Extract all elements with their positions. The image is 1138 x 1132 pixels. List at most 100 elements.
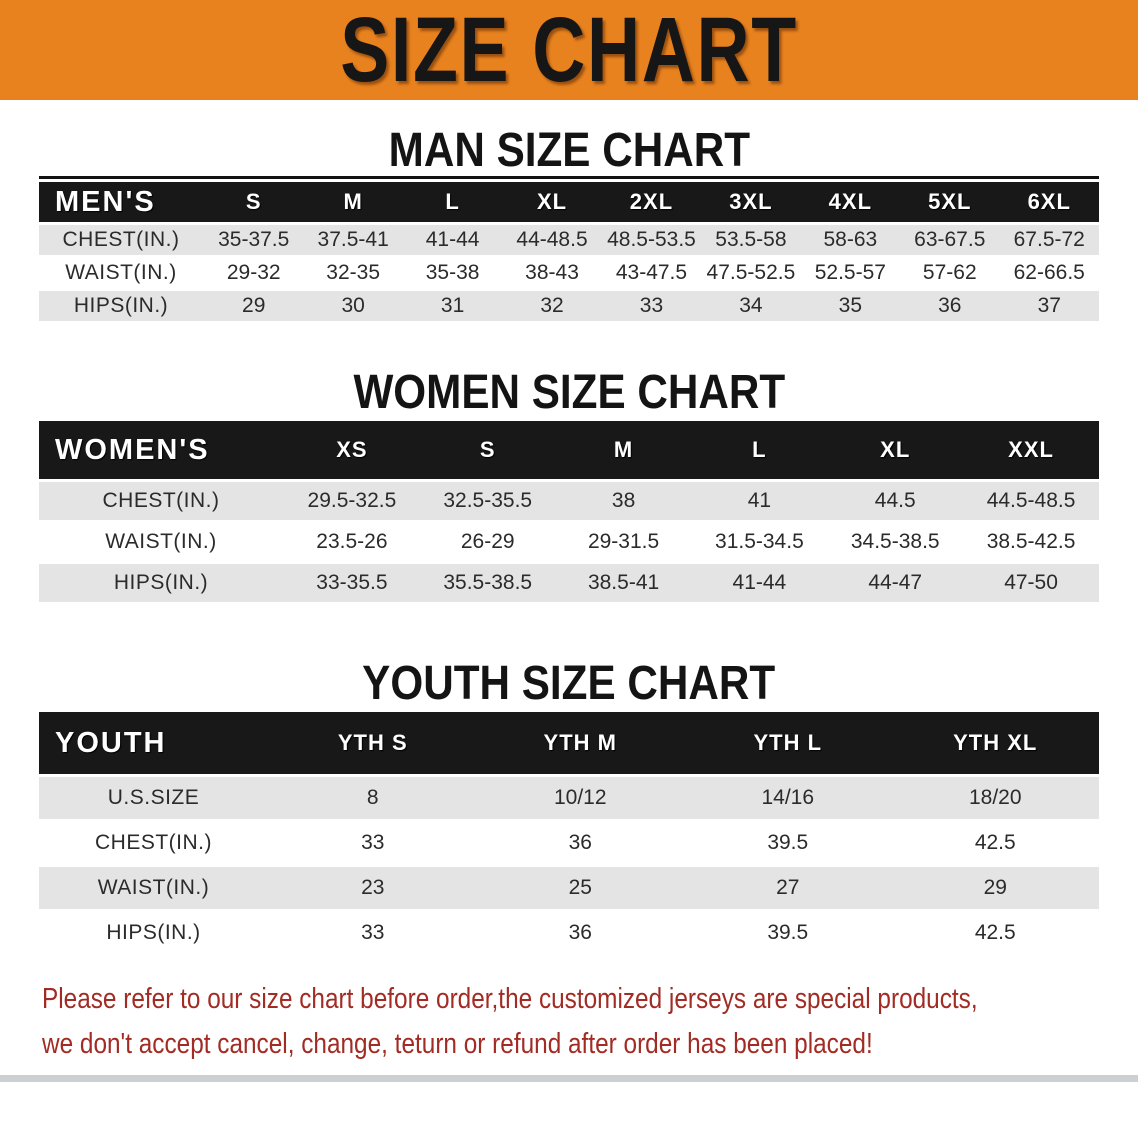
size-value: 47.5-52.5	[706, 261, 796, 284]
size-table-row: HIPS(IN.) 29 30 31 32 33 34 35 36 37	[39, 291, 1099, 321]
size-value: 41-44	[425, 228, 480, 251]
size-value: 32-35	[326, 261, 381, 284]
size-value: 23.5-26	[316, 530, 388, 553]
size-value: 35-38	[425, 261, 480, 284]
size-table-row: CHEST(IN.) 29.5-32.5 32.5-35.5 38 41 44.5 44.5…	[39, 482, 1099, 520]
size-table-row: U.S.SIZE 8 10/12 14/16 18/20	[39, 777, 1099, 819]
size-value: 36	[938, 294, 962, 317]
measurement-label: HIPS(IN.)	[113, 571, 209, 594]
size-value: 67.5-72	[1013, 228, 1085, 251]
size-value: 34	[739, 294, 763, 317]
size-value: 38	[611, 489, 636, 512]
size-value: 35-37.5	[218, 228, 290, 251]
size-column-header: XS	[284, 421, 420, 479]
size-value: 29.5-32.5	[307, 489, 397, 512]
table-group-label: WOMEN'S	[39, 421, 284, 479]
women-section-title: WOMEN SIZE CHART	[0, 368, 1138, 418]
size-value: 32.5-35.5	[443, 489, 533, 512]
size-value: 35	[838, 294, 863, 317]
size-column-header: S	[419, 421, 556, 479]
measurement-label: WAIST(IN.)	[65, 261, 177, 284]
size-table-row: WAIST(IN.) 23.5-26 26-29 29-31.5 31.5-34.5 34…	[39, 523, 1099, 561]
size-value: 53.5-58	[715, 228, 787, 251]
size-column-header: 6XL	[999, 182, 1099, 222]
size-value: 35.5-38.5	[443, 571, 533, 594]
youth-size-section: YOUTH SIZE CHART YOUTH YTH S YTH M YTH L YTH…	[0, 605, 1138, 957]
size-value: 10/12	[553, 786, 607, 809]
size-table-row: WAIST(IN.) 29-32 32-35 35-38 38-43 43-47.5 47.…	[39, 258, 1099, 288]
size-value: 44-48.5	[516, 228, 588, 251]
size-column-header: L	[402, 182, 503, 222]
size-column-header: M	[555, 421, 692, 479]
table-group-label: YOUTH	[39, 712, 269, 774]
size-value: 47-50	[1004, 571, 1058, 594]
size-value: 23	[361, 876, 385, 899]
size-value: 29-32	[226, 261, 281, 284]
size-column-header: 4XL	[800, 182, 901, 222]
women-size-section: WOMEN SIZE CHART WOMEN'S XS S M L XL XXL CHEST(…	[0, 324, 1138, 605]
size-table-row: HIPS(IN.) 33-35.5 35.5-38.5 38.5-41 41-44 44-…	[39, 564, 1099, 602]
size-value: 31	[440, 294, 465, 317]
measurement-label: U.S.SIZE	[107, 786, 200, 809]
size-value: 57-62	[922, 261, 977, 284]
size-value: 32	[540, 294, 564, 317]
measurement-label: CHEST(IN.)	[95, 831, 212, 854]
size-value: 29	[983, 876, 1007, 899]
size-column-header: XXL	[963, 421, 1099, 479]
size-value: 8	[366, 786, 379, 809]
size-value: 52.5-57	[814, 261, 886, 284]
men-size-section: MAN SIZE CHART MEN'S S M L XL 2XL 3XL 4XL 5XL 6XL…	[0, 100, 1138, 324]
youth-section-title-text: YOUTH SIZE CHART	[362, 657, 776, 710]
size-column-header: 2XL	[601, 182, 702, 222]
size-value: 29	[242, 294, 266, 317]
size-column-header: YTH S	[269, 712, 477, 774]
size-value: 63-67.5	[914, 228, 986, 251]
size-value: 38-43	[525, 261, 579, 284]
measurement-label: CHEST(IN.)	[62, 228, 180, 251]
women-size-table: WOMEN'S XS S M L XL XXL CHEST(IN.) 29.5-32.5 32.5…	[39, 418, 1099, 605]
size-value: 36	[568, 921, 592, 944]
bottom-edge-divider	[0, 1075, 1138, 1082]
footer-note: Please refer to our size chart before or…	[0, 977, 1138, 1067]
size-value: 37.5-41	[317, 228, 389, 251]
measurement-label: WAIST(IN.)	[105, 530, 217, 553]
size-value: 14/16	[761, 786, 815, 809]
footer-note-line1: Please refer to our size chart before or…	[42, 983, 978, 1015]
size-table-row: HIPS(IN.) 33 36 39.5 42.5	[39, 912, 1099, 954]
size-value: 39.5	[767, 921, 809, 944]
size-value: 29-31.5	[587, 530, 660, 553]
size-value: 31.5-34.5	[715, 530, 804, 553]
size-column-header: XL	[502, 182, 602, 222]
size-value: 44-47	[868, 571, 923, 594]
size-table-header-row: MEN'S S M L XL 2XL 3XL 4XL 5XL 6XL	[39, 182, 1099, 222]
youth-section-title: YOUTH SIZE CHART	[0, 659, 1138, 709]
size-value: 38.5-42.5	[986, 530, 1076, 553]
size-value: 33	[361, 921, 385, 944]
size-value: 41-44	[732, 571, 787, 594]
size-table-header-row: YOUTH YTH S YTH M YTH L YTH XL	[39, 712, 1099, 774]
men-section-title: MAN SIZE CHART	[0, 126, 1138, 176]
measurement-label: HIPS(IN.)	[73, 294, 169, 317]
size-table-row: CHEST(IN.) 35-37.5 37.5-41 41-44 44-48.5 48.5…	[39, 225, 1099, 255]
size-table-header-row: WOMEN'S XS S M L XL XXL	[39, 421, 1099, 479]
size-column-header: S	[204, 182, 304, 222]
size-value: 34.5-38.5	[850, 530, 940, 553]
size-column-header: YTH XL	[891, 712, 1099, 774]
size-value: 39.5	[767, 831, 809, 854]
size-value: 30	[341, 294, 365, 317]
size-column-header: M	[303, 182, 403, 222]
size-value: 48.5-53.5	[607, 228, 696, 251]
size-value: 38.5-41	[587, 571, 660, 594]
measurement-label: CHEST(IN.)	[102, 489, 220, 512]
measurement-label: WAIST(IN.)	[97, 876, 210, 899]
women-section-title-text: WOMEN SIZE CHART	[353, 366, 785, 419]
size-value: 42.5	[974, 831, 1016, 854]
size-column-header: L	[691, 421, 828, 479]
size-value: 33	[361, 831, 385, 854]
banner-title: SIZE CHART	[340, 0, 798, 100]
size-table-row: WAIST(IN.) 23 25 27 29	[39, 867, 1099, 909]
size-value: 27	[776, 876, 800, 899]
table-group-label: MEN'S	[39, 182, 204, 222]
measurement-label: HIPS(IN.)	[106, 921, 201, 944]
